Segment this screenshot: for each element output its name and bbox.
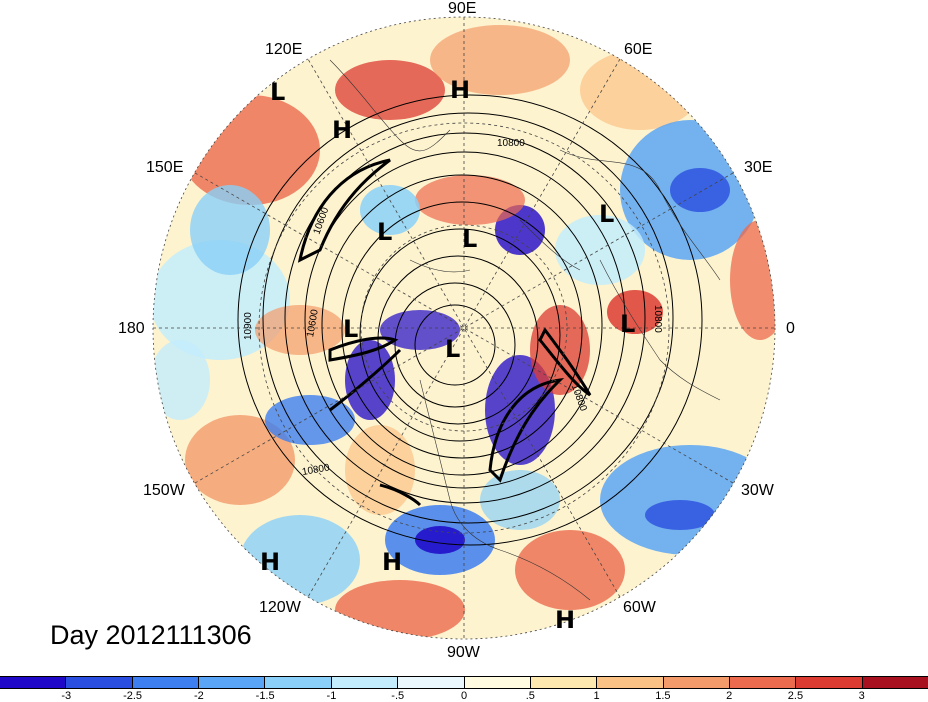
colorbar-segment bbox=[862, 677, 928, 688]
high-center: H bbox=[382, 548, 402, 576]
low-center: L bbox=[270, 78, 285, 106]
low-center: L bbox=[620, 310, 635, 338]
colorbar-tick-label: 1 bbox=[593, 690, 600, 702]
lon-label-120e: 120E bbox=[265, 41, 303, 58]
colorbar-segment bbox=[729, 677, 797, 688]
high-center: H bbox=[332, 116, 352, 144]
lon-label-30e: 30E bbox=[744, 159, 773, 176]
colorbar-tick-label: 1.5 bbox=[655, 690, 671, 702]
colorbar-tick-label: 3 bbox=[858, 690, 865, 702]
colorbar-segment bbox=[663, 677, 730, 688]
contour-label: 10900 bbox=[243, 312, 254, 340]
colorbar-segment bbox=[66, 677, 133, 688]
pressure-centers: L H H L L L L L L H H H bbox=[260, 76, 635, 634]
low-center: L bbox=[599, 200, 614, 228]
lon-label-120w: 120W bbox=[259, 599, 301, 616]
low-center: L bbox=[462, 225, 477, 253]
colorbar-tick-label: -1 bbox=[326, 690, 337, 702]
colorbar-segment bbox=[597, 677, 664, 688]
lon-label-30w: 30W bbox=[741, 482, 774, 499]
colorbar-tick-label: 2 bbox=[726, 690, 733, 702]
colorbar-segment bbox=[199, 677, 266, 688]
height-contours bbox=[237, 94, 703, 546]
low-center: L bbox=[445, 335, 460, 363]
low-center: L bbox=[343, 315, 358, 343]
colorbar-segment bbox=[464, 677, 531, 688]
colorbar-tick-label: 2.5 bbox=[787, 690, 804, 702]
jet-streaks bbox=[297, 158, 592, 507]
high-center: H bbox=[555, 606, 575, 634]
colorbar-segment bbox=[796, 677, 863, 688]
lon-label-90e: 90E bbox=[448, 0, 477, 17]
colorbar bbox=[0, 676, 928, 689]
low-center: L bbox=[377, 218, 392, 246]
colorbar-tick-label: 0 bbox=[460, 690, 468, 702]
colorbar-tick-label: -2 bbox=[193, 690, 204, 702]
colorbar-tick-label: -.5 bbox=[391, 690, 405, 702]
contour-label: 10800 bbox=[652, 305, 663, 333]
colorbar-tick-labels: -3 -2.5 -2 -1.5 -1 -.5 0 .5 1 1.5 2 2.5 3 bbox=[0, 690, 928, 702]
colorbar-segment bbox=[530, 677, 598, 688]
colorbar-tick-label: -2.5 bbox=[123, 690, 143, 702]
lon-label-90w: 90W bbox=[447, 644, 480, 661]
lon-label-60w: 60W bbox=[623, 599, 656, 616]
lon-label-0: 0 bbox=[786, 320, 795, 337]
colorbar-tick-label: .5 bbox=[525, 690, 535, 702]
colorbar-segment bbox=[132, 677, 200, 688]
contour-label: 10800 bbox=[497, 138, 525, 149]
date-title: Day 2012111306 bbox=[50, 620, 252, 650]
colorbar-segment bbox=[398, 677, 465, 688]
graticule bbox=[152, 16, 776, 640]
colorbar-segment bbox=[0, 677, 67, 688]
colorbar-tick-label: -3 bbox=[61, 690, 72, 702]
coastlines bbox=[329, 59, 721, 601]
high-center: H bbox=[450, 76, 470, 104]
colorbar-segment bbox=[265, 677, 332, 688]
anomaly-field: 10800 10600 10900 10600 10800 10800 1080… bbox=[153, 17, 775, 639]
lon-label-180: 180 bbox=[118, 320, 145, 337]
colorbar-tick-label: -1.5 bbox=[255, 690, 275, 702]
lon-label-150e: 150E bbox=[146, 159, 184, 176]
high-center: H bbox=[260, 548, 280, 576]
lon-label-150w: 150W bbox=[143, 482, 185, 499]
colorbar-segment bbox=[331, 677, 399, 688]
lon-label-60e: 60E bbox=[624, 41, 653, 58]
contour-label: 10600 bbox=[305, 308, 321, 338]
